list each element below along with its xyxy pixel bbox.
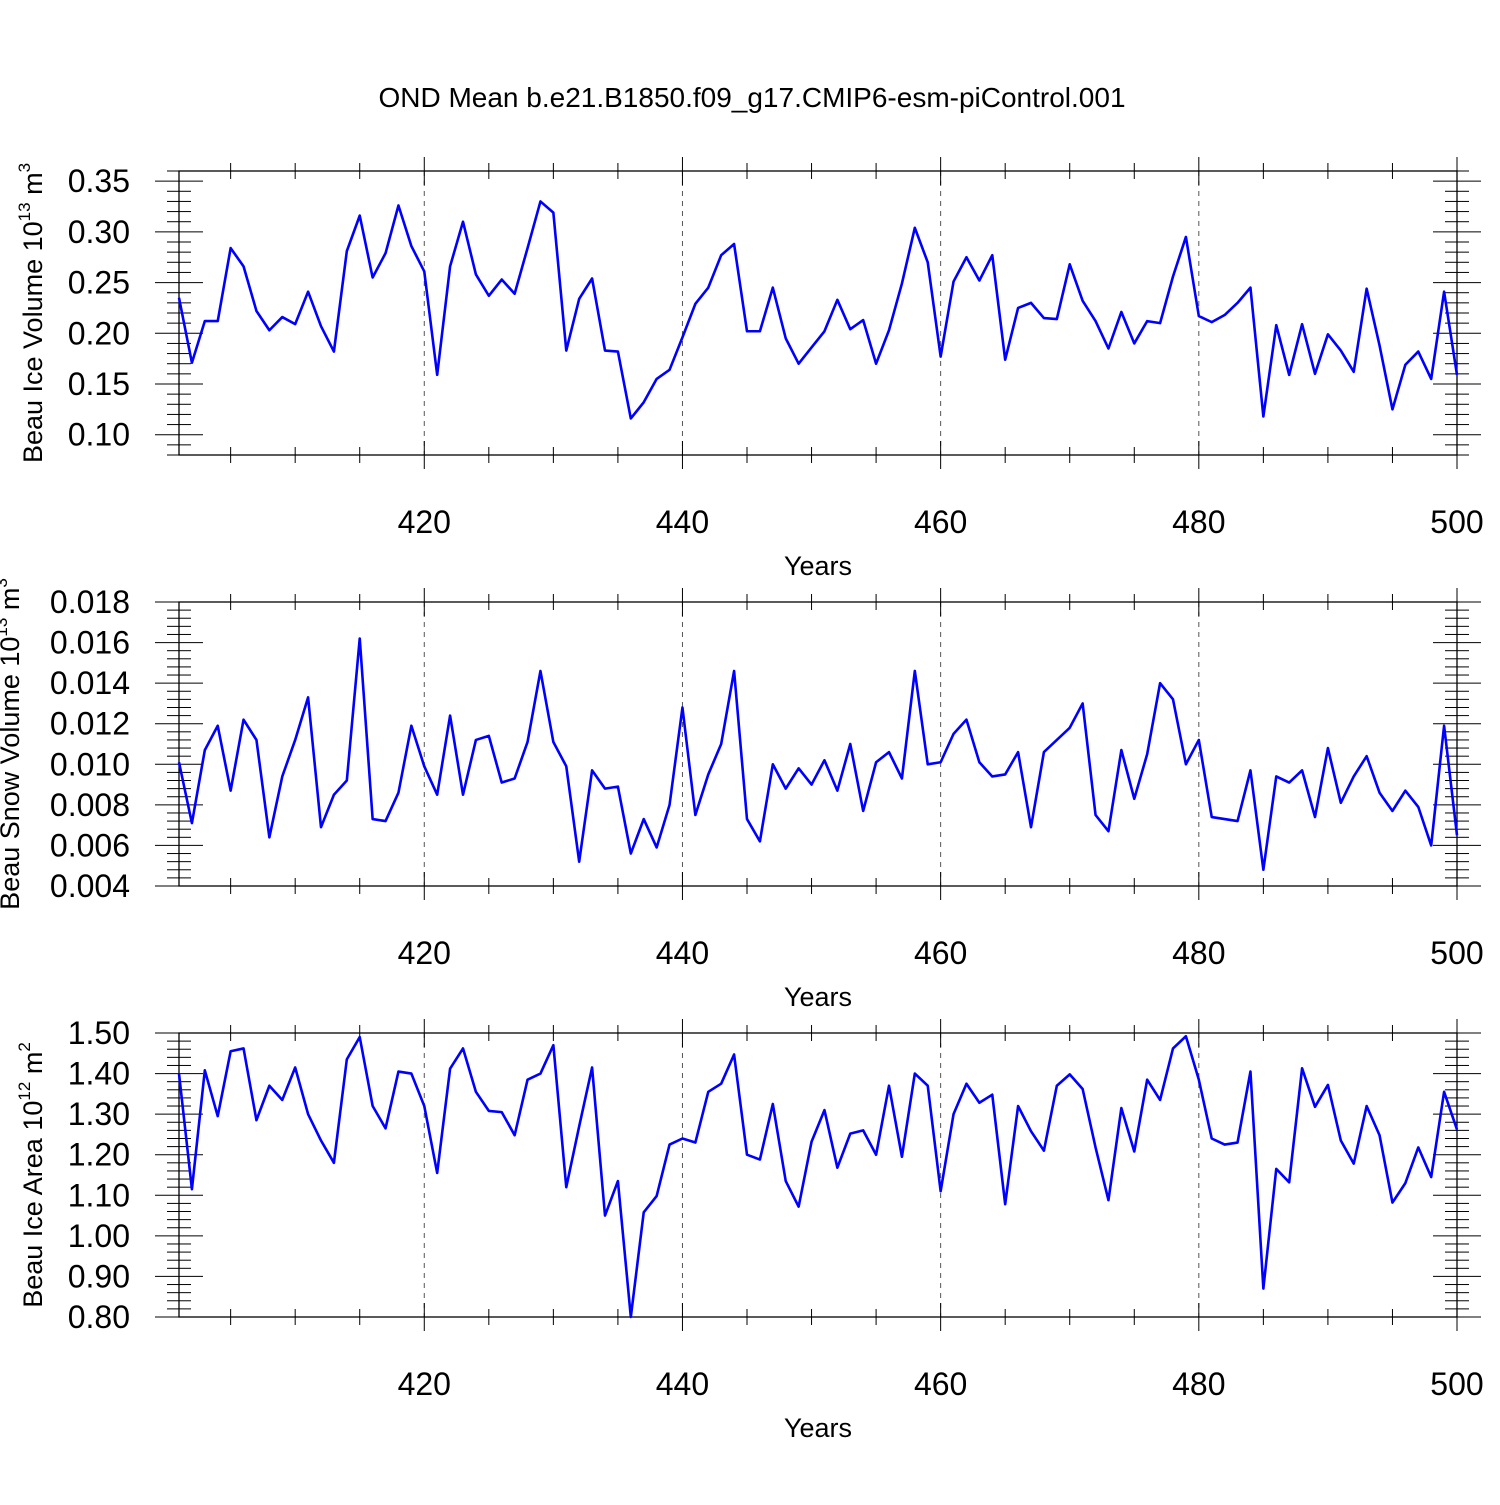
y-tick-label: 1.10	[68, 1177, 130, 1213]
x-tick-label: 500	[1430, 1366, 1483, 1402]
y-axis-label-space	[18, 195, 48, 203]
x-axis-title: Years	[784, 1413, 852, 1443]
y-tick-label: 0.25	[68, 265, 130, 301]
x-tick-label: 500	[1430, 504, 1483, 540]
y-tick-label: 0.006	[50, 827, 130, 863]
x-tick-label: 500	[1430, 935, 1483, 971]
y-tick-label: 0.90	[68, 1258, 130, 1294]
x-tick-label: 480	[1172, 504, 1225, 540]
x-axis-title: Years	[784, 551, 852, 581]
y-tick-label: 0.008	[50, 787, 130, 823]
y-tick-label: 0.35	[68, 163, 130, 199]
y-tick-label: 0.012	[50, 706, 130, 742]
x-tick-label: 480	[1172, 935, 1225, 971]
y-axis-unit-m: m	[18, 1052, 48, 1075]
y-axis-unit-m-exponent: 2	[15, 1042, 34, 1051]
y-tick-label: 1.30	[68, 1096, 130, 1132]
y-axis-unit-m-exponent: 3	[0, 578, 11, 587]
y-tick-label: 1.00	[68, 1218, 130, 1254]
y-axis-unit-base: 10	[18, 221, 48, 251]
y-tick-label: 0.80	[68, 1299, 130, 1335]
y-tick-label: 0.30	[68, 214, 130, 250]
x-tick-label: 440	[656, 935, 709, 971]
y-axis-unit-m: m	[0, 588, 25, 611]
y-tick-label: 0.10	[68, 417, 130, 453]
x-tick-label: 480	[1172, 1366, 1225, 1402]
x-tick-label: 460	[914, 504, 967, 540]
x-tick-label: 420	[398, 504, 451, 540]
y-axis-unit-exponent: 13	[15, 202, 34, 221]
x-tick-label: 460	[914, 935, 967, 971]
x-tick-label: 440	[656, 504, 709, 540]
y-axis-label-space	[18, 1074, 48, 1082]
y-axis-unit-m: m	[18, 172, 48, 195]
y-axis-unit-exponent: 12	[15, 1082, 34, 1101]
y-axis-unit-base: 10	[18, 1101, 48, 1131]
chart-title: OND Mean b.e21.B1850.f09_g17.CMIP6-esm-p…	[378, 82, 1125, 113]
y-axis-unit-base: 10	[0, 637, 25, 667]
x-axis-title: Years	[784, 982, 852, 1012]
x-tick-label: 440	[656, 1366, 709, 1402]
y-tick-label: 0.010	[50, 746, 130, 782]
y-axis-label-space	[18, 251, 48, 259]
y-axis-label-space	[18, 1131, 48, 1139]
y-axis-label-text: Beau Ice Area	[18, 1137, 48, 1308]
y-axis-unit-exponent: 13	[0, 618, 11, 637]
x-tick-label: 460	[914, 1366, 967, 1402]
x-tick-label: 420	[398, 1366, 451, 1402]
y-tick-label: 0.15	[68, 366, 130, 402]
y-tick-label: 0.018	[50, 584, 130, 620]
y-tick-label: 0.004	[50, 868, 130, 904]
y-axis-title: Beau Ice Area 1012 m2	[15, 1042, 48, 1308]
y-axis-unit-m-exponent: 3	[15, 163, 34, 172]
y-tick-label: 0.014	[50, 665, 130, 701]
y-axis-label-space	[0, 610, 25, 618]
y-tick-label: 0.016	[50, 625, 130, 661]
x-tick-label: 420	[398, 935, 451, 971]
y-axis-label-space	[0, 667, 25, 675]
y-tick-label: 1.50	[68, 1015, 130, 1051]
y-tick-label: 1.40	[68, 1056, 130, 1092]
y-tick-label: 0.20	[68, 315, 130, 351]
y-axis-label-text: Beau Snow Volume	[0, 674, 25, 910]
y-tick-label: 1.20	[68, 1137, 130, 1173]
y-axis-label-text: Beau Ice Volume	[18, 259, 48, 463]
